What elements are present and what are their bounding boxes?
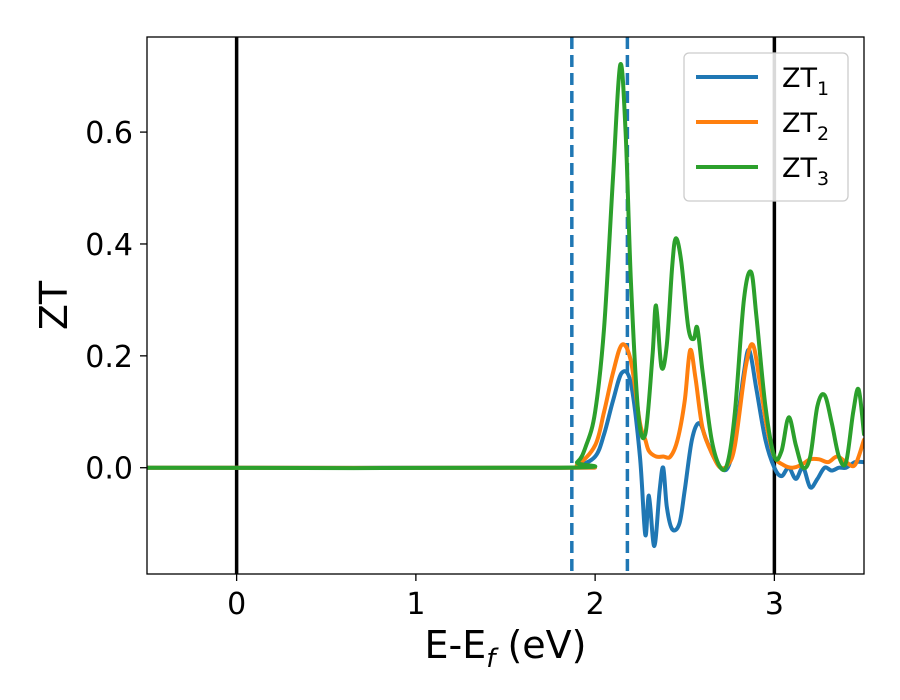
y-tick-label: 0.2 xyxy=(85,340,133,375)
series-line-1 xyxy=(147,347,864,549)
y-tick-label: 0.4 xyxy=(85,228,133,263)
x-axis-label: E-Ef (eV) xyxy=(425,623,587,674)
legend-box xyxy=(683,52,849,202)
series-line-3 xyxy=(147,62,864,472)
series-line-2 xyxy=(147,342,864,471)
x-tick-label: 3 xyxy=(765,587,784,622)
series-layer xyxy=(147,62,864,549)
y-tick-label: 0.6 xyxy=(85,116,133,151)
x-tick-label: 0 xyxy=(227,587,246,622)
legend-label-3: ZT3 xyxy=(782,153,829,190)
x-tick-label: 1 xyxy=(406,587,425,622)
plot-frame xyxy=(146,36,865,575)
y-axis-label: ZT xyxy=(32,280,76,330)
x-tick-label: 2 xyxy=(586,587,605,622)
x-axis-ticks: 0 1 2 3 xyxy=(227,574,784,622)
legend-label-1: ZT1 xyxy=(782,63,829,100)
legend-label-2: ZT2 xyxy=(782,108,829,145)
y-axis-ticks: 0.0 0.2 0.4 0.6 xyxy=(85,116,147,487)
legend: ZT1 ZT2 ZT3 xyxy=(683,52,849,202)
y-tick-label: 0.0 xyxy=(85,452,133,487)
